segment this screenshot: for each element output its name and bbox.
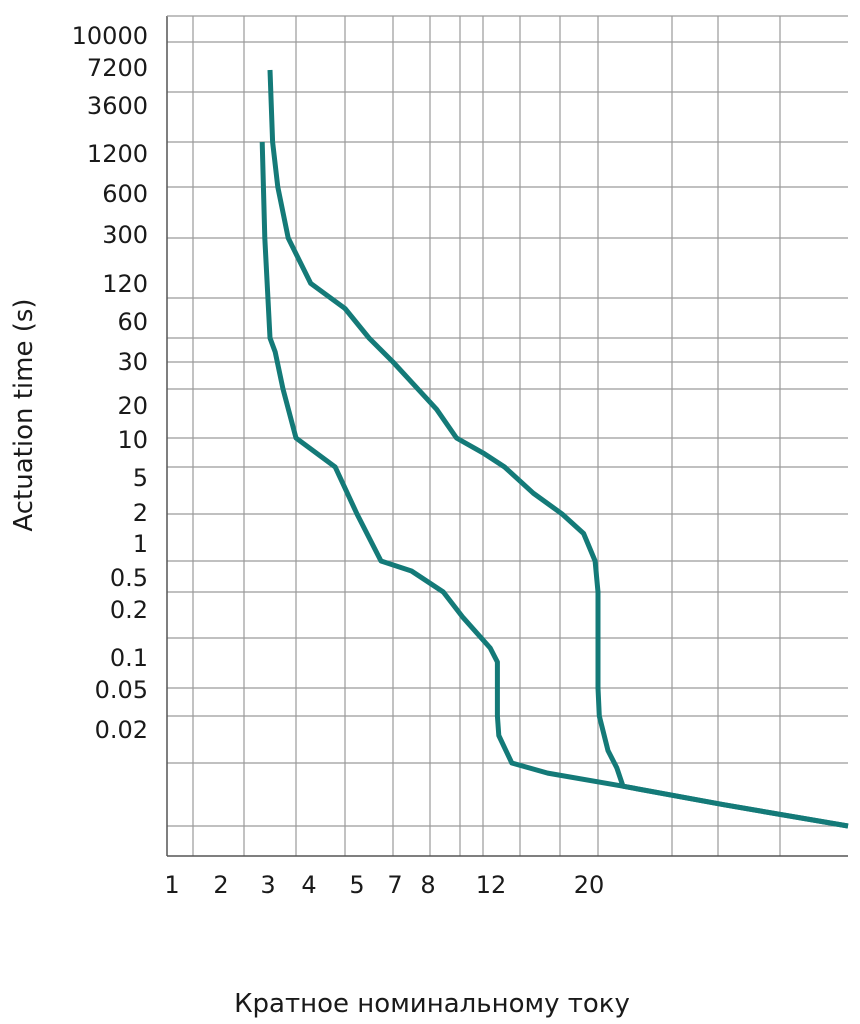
y-tick-label: 0.1 — [110, 644, 148, 672]
y-tick-label: 7200 — [87, 54, 148, 82]
axes — [166, 15, 848, 857]
y-tick-label: 30 — [117, 348, 148, 376]
curve-upper — [267, 69, 849, 829]
y-tick-label: 0.02 — [95, 716, 148, 744]
y-tick-label: 5 — [133, 464, 148, 492]
y-tick-labels: 10000 7200 3600 1200 600 300 120 60 30 20 10 5 2 1 0.5… — [72, 22, 148, 744]
grid — [167, 16, 848, 856]
y-tick-label: 20 — [117, 392, 148, 420]
x-tick-label: 20 — [574, 871, 605, 899]
y-tick-label: 0.5 — [110, 564, 148, 592]
y-tick-label: 120 — [102, 270, 148, 298]
y-tick-label: 2 — [133, 499, 148, 527]
y-tick-label: 3600 — [87, 92, 148, 120]
x-tick-label: 1 — [164, 871, 179, 899]
y-tick-label: 10 — [117, 426, 148, 454]
x-tick-label: 12 — [476, 871, 507, 899]
y-axis-label: Actuation time (s) — [9, 298, 39, 531]
y-tick-label: 300 — [102, 221, 148, 249]
y-tick-label: 60 — [117, 308, 148, 336]
x-axis-label: Кратное номинальному току — [234, 989, 630, 1019]
x-tick-label: 8 — [420, 871, 435, 899]
y-tick-label: 0.05 — [95, 676, 148, 704]
y-tick-label: 0.2 — [110, 596, 148, 624]
x-tick-label: 2 — [213, 871, 228, 899]
x-tick-label: 5 — [349, 871, 364, 899]
x-tick-label: 4 — [301, 871, 316, 899]
y-tick-label: 1 — [133, 530, 148, 558]
curves — [259, 69, 849, 829]
y-tick-label: 600 — [102, 180, 148, 208]
x-tick-labels: 1 2 3 4 5 7 8 12 20 — [164, 871, 604, 899]
y-tick-label: 1200 — [87, 140, 148, 168]
y-tick-label: 10000 — [72, 22, 148, 50]
curve-lower — [259, 141, 849, 829]
x-tick-label: 3 — [260, 871, 275, 899]
x-tick-label: 7 — [387, 871, 402, 899]
